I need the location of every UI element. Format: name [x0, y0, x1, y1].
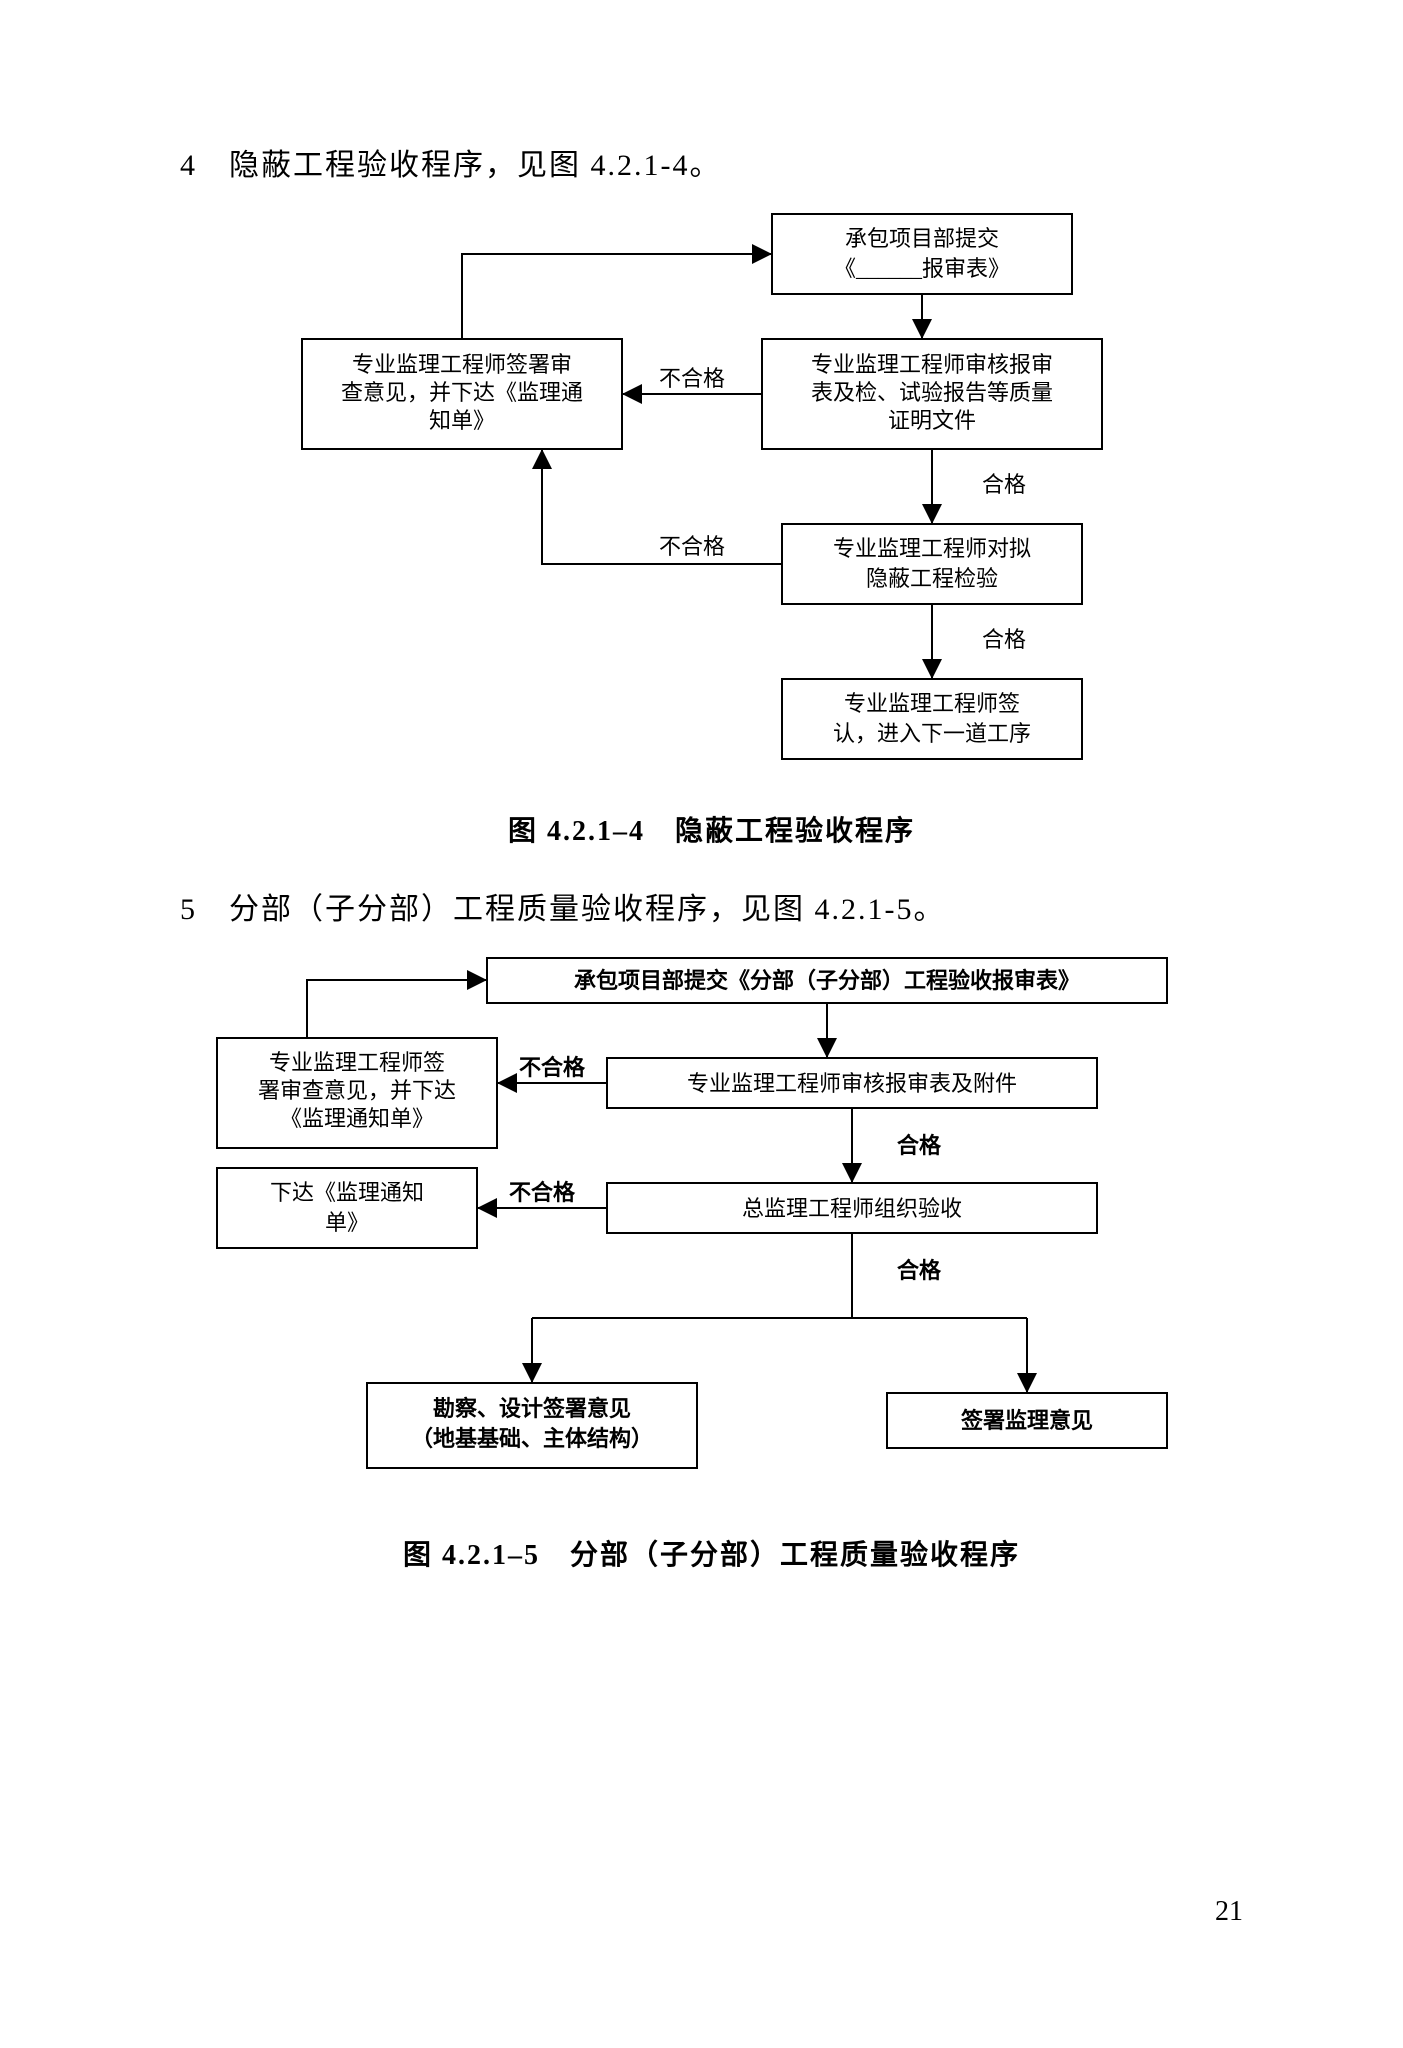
node-d-line2: 隐蔽工程检验: [865, 566, 997, 591]
node5-g-line1: 签署监理意见: [959, 1408, 1092, 1433]
node5-d-line1: 总监理工程师组织验收: [741, 1196, 961, 1221]
node-b-line1: 专业监理工程师审核报审: [810, 352, 1052, 377]
edge-d-e-label: 合格: [982, 627, 1026, 652]
edge5-d-down-label: 合格: [897, 1258, 942, 1283]
node-c-line1: 专业监理工程师签署审: [351, 352, 571, 377]
node5-f-line1: 勘察、设计签署意见: [432, 1396, 630, 1421]
edge-c-a: [462, 254, 772, 339]
diagram-4-2-1-4: 承包项目部提交 《______报审表》 专业监理工程师签署审 查意见，并下达《监…: [262, 204, 1162, 784]
node5-b-line1: 专业监理工程师审核报审表及附件: [686, 1071, 1016, 1096]
page-number: 21: [1215, 1896, 1243, 1928]
node-c-line3: 知单》: [428, 408, 494, 433]
section-4-heading: 4 隐蔽工程验收程序，见图 4.2.1-4。: [180, 140, 1243, 184]
edge5-b-c-label: 不合格: [518, 1055, 585, 1080]
node-b-line2: 表及检、试验报告等质量: [810, 380, 1052, 405]
node5-c-line2: 署审查意见，并下达: [257, 1078, 455, 1103]
node-b-line3: 证明文件: [887, 408, 975, 433]
node-c-line2: 查意见，并下达《监理通: [340, 380, 582, 405]
edge5-b-d-label: 合格: [897, 1133, 942, 1158]
edge-b-c-label: 不合格: [658, 366, 724, 391]
node-a-line1: 承包项目部提交: [844, 226, 998, 251]
diagram-5-caption: 图 4.2.1–5 分部（子分部）工程质量验收程序: [180, 1533, 1243, 1573]
node5-f-line2: （地基基础、主体结构）: [410, 1426, 652, 1451]
node-e-line2: 认，进入下一道工序: [832, 721, 1030, 746]
node5-e-line2: 单》: [324, 1210, 368, 1235]
section-5-heading: 5 分部（子分部）工程质量验收程序，见图 4.2.1-5。: [180, 884, 1243, 928]
node5-a-line1: 承包项目部提交《分部（子分部）工程验收报审表》: [573, 968, 1079, 993]
edge-d-c-label: 不合格: [658, 534, 724, 559]
node-d-line1: 专业监理工程师对拟: [832, 536, 1030, 561]
edge5-c-a: [307, 980, 487, 1038]
node5-c-line3: 《监理通知单》: [279, 1106, 433, 1131]
node5-c-line1: 专业监理工程师签: [268, 1050, 444, 1075]
page: 4 隐蔽工程验收程序，见图 4.2.1-4。 承包项目部提交 《______报审…: [0, 0, 1403, 2048]
node5-e-line1: 下达《监理通知: [269, 1180, 423, 1205]
edge5-d-e-label: 不合格: [508, 1180, 575, 1205]
diagram-4-2-1-5: 承包项目部提交《分部（子分部）工程验收报审表》 专业监理工程师签 署审查意见，并…: [187, 948, 1237, 1508]
node-e-line1: 专业监理工程师签: [843, 691, 1019, 716]
edge-b-d-label: 合格: [982, 472, 1026, 497]
diagram-4-caption: 图 4.2.1–4 隐蔽工程验收程序: [180, 809, 1243, 849]
node-a-line2: 《______报审表》: [833, 256, 1009, 281]
